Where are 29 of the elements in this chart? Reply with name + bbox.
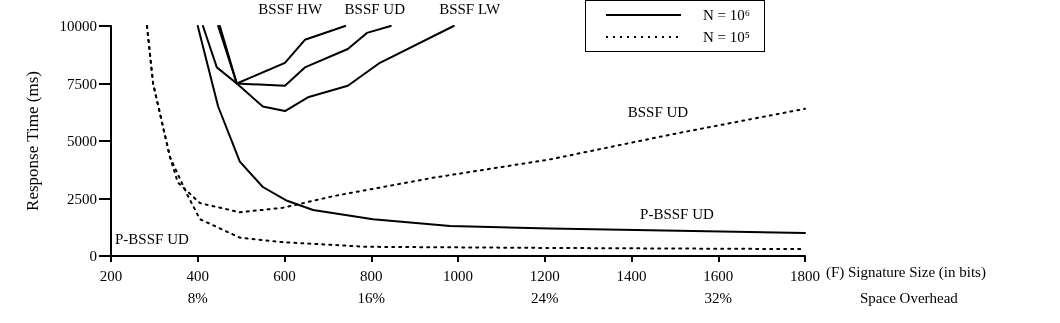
y-tick-label: 7500 (67, 75, 97, 92)
x2-tick-label: 32% (704, 289, 732, 306)
x2-tick-label: 16% (357, 289, 385, 306)
y-tick-label: 10000 (59, 18, 97, 34)
x2-axis-title: Space Overhead (860, 289, 959, 306)
x2-tick-label: 24% (531, 289, 559, 306)
y-tick-label: 2500 (67, 190, 97, 207)
x-axis-title: (F) Signature Size (in bits) (825, 263, 986, 281)
x-tick-label: 600 (273, 267, 296, 284)
x2-tick-label: 8% (187, 289, 208, 306)
x-tick-label: 200 (99, 267, 123, 284)
series-label: P-BSSF UD (115, 230, 189, 247)
series-label: BSSF UD (344, 0, 406, 17)
x-tick-label: 800 (360, 267, 383, 284)
x-tick-label: 400 (186, 267, 209, 284)
series-label: BSSF HW (258, 0, 323, 17)
text: N = 10⁶ (703, 6, 751, 24)
series-label: BSSF UD (627, 103, 689, 120)
series-label: BSSF LW (439, 0, 501, 17)
y-tick-label: 0 (89, 248, 97, 264)
x-tick-label: 1400 (616, 267, 647, 284)
x-tick-label: 1200 (529, 267, 560, 284)
y-axis-title: Response Time (ms) (23, 71, 42, 211)
x-tick-label: 1800 (790, 267, 820, 284)
x-tick-label: 1000 (443, 267, 473, 284)
series-label: P-BSSF UD (640, 205, 715, 222)
y-tick-label: 5000 (67, 133, 97, 149)
annotation: N = 10⁵ (703, 28, 751, 46)
x-tick-label: 1600 (703, 267, 734, 284)
